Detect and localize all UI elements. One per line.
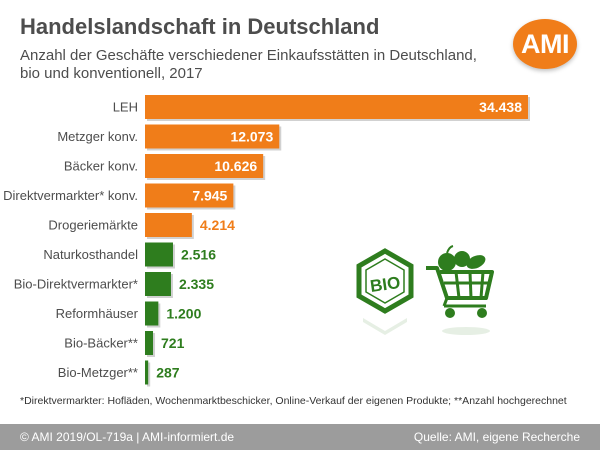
- category-label: Bio-Bäcker**: [64, 336, 138, 351]
- value-label: 10.626: [214, 158, 257, 174]
- bar: [145, 183, 234, 208]
- bar: [145, 154, 264, 178]
- value-label: 2.335: [179, 276, 214, 292]
- value-label: 4.214: [200, 217, 235, 233]
- value-label: 287: [156, 365, 180, 381]
- bar: [145, 272, 171, 296]
- category-label: LEH: [113, 100, 138, 115]
- category-label: Direktvermarkter* konv.: [3, 188, 138, 203]
- bio-seal-text: BIO: [369, 273, 402, 296]
- ami-logo: AMI: [513, 19, 577, 69]
- bar: [145, 95, 528, 119]
- bar: [145, 331, 154, 355]
- bar: [145, 213, 192, 237]
- bar-shadow: [147, 362, 151, 387]
- category-label: Bäcker konv.: [64, 159, 138, 174]
- bar: [145, 124, 280, 149]
- bar: [145, 242, 173, 267]
- category-label: Reformhäuser: [56, 306, 139, 321]
- shopping-cart-icon: [426, 245, 494, 335]
- category-label: Drogeriemärkte: [48, 218, 138, 233]
- value-label: 12.073: [230, 129, 273, 145]
- category-label: Metzger konv.: [57, 129, 138, 144]
- category-label: Naturkosthandel: [43, 247, 138, 262]
- value-label: 34.438: [479, 99, 522, 115]
- value-label: 721: [161, 335, 185, 351]
- footer-copyright: © AMI 2019/OL-719a | AMI-informiert.de: [20, 430, 235, 444]
- chart-subtitle: Anzahl der Geschäfte verschiedener Einka…: [20, 47, 477, 82]
- bar: [145, 301, 159, 326]
- value-label: 7.945: [192, 188, 227, 204]
- footer-source: Quelle: AMI, eigene Recherche: [413, 430, 580, 444]
- chart-title: Handelslandschaft in Deutschland: [20, 14, 380, 39]
- footer-bar: © AMI 2019/OL-719a | AMI-informiert.de Q…: [0, 424, 600, 450]
- bar-chart: LEH 34.438 Metzger konv. 12.073 Bäcker konv.…: [3, 95, 530, 387]
- value-label: 2.516: [181, 247, 216, 263]
- footnote: *Direktvermarkter: Hofläden, Wochenmarkt…: [20, 395, 567, 407]
- bar: [145, 360, 149, 385]
- decoration-group: BIO: [356, 245, 494, 335]
- category-label: Bio-Metzger**: [58, 365, 138, 380]
- value-label: 1.200: [166, 306, 201, 322]
- category-label: Bio-Direktvermarkter*: [14, 277, 138, 292]
- bio-seal-icon: BIO: [356, 248, 414, 335]
